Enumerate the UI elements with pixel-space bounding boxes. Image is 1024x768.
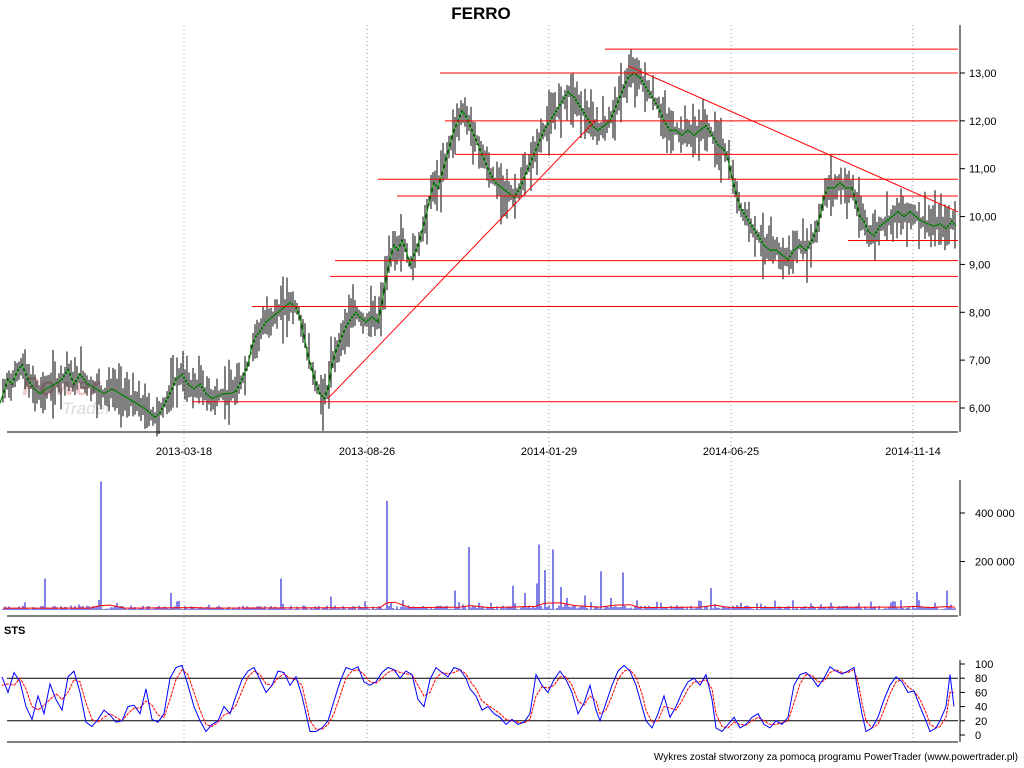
- price-axis: 6,00 7,00 8,00 9,00 10,00 11,00 12,00 13,00: [960, 68, 997, 415]
- osc-tick-label: 60: [975, 687, 987, 699]
- volume-axis: 200 000 400 000: [960, 508, 1015, 569]
- watermark-sub: Trader: [62, 399, 112, 418]
- moving-average-line: [0, 72, 957, 419]
- oscillator-label: STS: [4, 625, 25, 637]
- watermark-brand: Power: [22, 371, 102, 401]
- price-tick-label: 7,00: [969, 355, 990, 367]
- volume-tick-label: 200 000: [975, 557, 1015, 569]
- x-label-4: 2014-06-25: [703, 446, 759, 458]
- osc-tick-label: 20: [975, 716, 987, 728]
- price-tick-label: 13,00: [969, 68, 997, 80]
- x-label-1: 2013-03-18: [156, 446, 212, 458]
- osc-tick-label: 80: [975, 673, 987, 685]
- oscillator-reference-lines: [7, 677, 958, 722]
- oscillator-axis: 0 20 40 60 80 100: [960, 659, 993, 742]
- volume-tick-label: 400 000: [975, 508, 1015, 520]
- trend-line-2: [627, 65, 959, 213]
- x-label-3: 2014-01-29: [521, 446, 577, 458]
- osc-tick-label: 0: [975, 730, 981, 742]
- volume-panel: 200 000 400 000: [2, 481, 1015, 610]
- price-panel: 6,00 7,00 8,00 9,00 10,00 11,00 12,00 13,00: [0, 48, 997, 437]
- price-tick-label: 11,00: [969, 164, 996, 176]
- x-label-2: 2013-08-26: [339, 446, 395, 458]
- price-tick-label: 8,00: [969, 307, 990, 319]
- volume-average-line: [3, 601, 956, 609]
- osc-tick-label: 40: [975, 702, 987, 714]
- x-axis-labels: 2013-03-18 2013-08-26 2014-01-29 2014-06…: [156, 446, 941, 458]
- x-label-5: 2014-11-14: [885, 446, 940, 458]
- oscillator-panel: 0 20 40 60 80 100: [1, 659, 993, 742]
- price-tick-label: 10,00: [969, 212, 997, 224]
- trend-line-1: [327, 120, 596, 399]
- oscillator-signal-line: [1, 668, 954, 730]
- osc-tick-label: 100: [975, 659, 993, 671]
- footer-credit: Wykres został stworzony za pomocą progra…: [654, 752, 1018, 763]
- oscillator-main-line: [1, 664, 955, 733]
- price-tick-label: 12,00: [969, 116, 997, 128]
- trend-lines: [327, 65, 959, 399]
- chart-title: FERRO: [451, 4, 511, 23]
- price-tick-label: 9,00: [969, 259, 990, 271]
- price-tick-label: 6,00: [969, 403, 990, 415]
- support-resistance-lines: [192, 48, 958, 403]
